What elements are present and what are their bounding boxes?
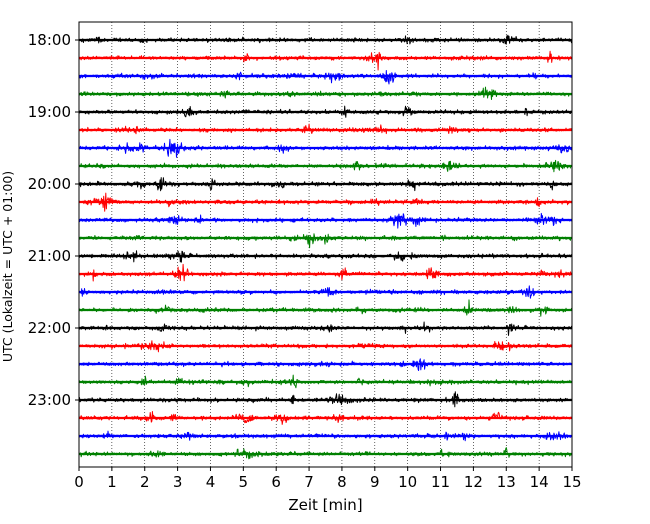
trace-2045 xyxy=(78,233,573,249)
x-axis-label: Zeit [min] xyxy=(288,496,362,514)
x-tick-label: 0 xyxy=(74,473,84,491)
trace-1830 xyxy=(78,70,573,85)
y-tick-label: 21:00 xyxy=(28,247,71,265)
y-tick-label: 23:00 xyxy=(28,391,71,409)
y-tick-label: 20:00 xyxy=(28,175,71,193)
plot-frame xyxy=(78,21,573,468)
trace-2145 xyxy=(78,299,573,317)
x-tick-label: 7 xyxy=(304,473,314,491)
y-axis-ticks: 18:00 19:00 20:00 21:00 22:00 23:00 xyxy=(28,31,79,409)
trace-1815 xyxy=(78,50,573,71)
x-tick-label: 15 xyxy=(562,473,581,491)
seismic-traces xyxy=(78,34,573,460)
x-tick-label: 14 xyxy=(530,473,549,491)
x-tick-label: 5 xyxy=(239,473,249,491)
x-tick-label: 9 xyxy=(370,473,380,491)
x-tick-label: 12 xyxy=(464,473,483,491)
y-axis-label: UTC (Lokalzeit = UTC + 01:00) xyxy=(0,171,15,362)
y-tick-label: 18:00 xyxy=(28,31,71,49)
x-tick-label: 8 xyxy=(337,473,347,491)
x-tick-label: 10 xyxy=(398,473,417,491)
x-tick-label: 4 xyxy=(206,473,216,491)
x-tick-label: 3 xyxy=(173,473,183,491)
y-tick-label: 22:00 xyxy=(28,319,71,337)
x-tick-label: 13 xyxy=(497,473,516,491)
y-tick-label: 19:00 xyxy=(28,103,71,121)
x-tick-label: 1 xyxy=(107,473,117,491)
trace-2115 xyxy=(78,263,573,282)
x-tick-label: 2 xyxy=(140,473,150,491)
x-tick-label: 11 xyxy=(431,473,450,491)
x-tick-label: 6 xyxy=(271,473,281,491)
x-axis-ticks: 0 1 2 3 4 5 6 7 8 9 10 11 12 13 14 15 xyxy=(74,467,582,491)
